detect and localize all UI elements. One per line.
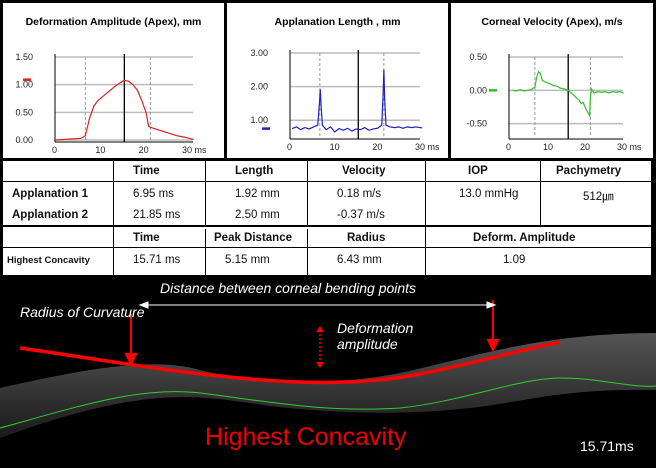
chart-svg: 0.00 0.50 1.00 1.50 0 10 20 30 ms (15, 52, 207, 155)
timestamp: 15.71ms (580, 438, 634, 454)
header-pachymetry: Pachymetry (556, 165, 622, 177)
arrow-radius (124, 314, 138, 367)
x-tick-label: 0 (52, 145, 57, 155)
x-tick-label: 10 (95, 145, 105, 155)
cell-time: 15.71 ms (133, 254, 181, 266)
x-tick-label: 0 (287, 142, 292, 152)
y-tick-label: -0.50 (466, 119, 487, 129)
row-label: Applanation 2 (12, 209, 89, 221)
header-radius: Radius (347, 232, 386, 244)
chart-title: Corneal Velocity (Apex), m/s (481, 16, 623, 28)
posterior-surface-line (0, 377, 656, 429)
deformation-label: Deformation amplitude (337, 320, 414, 352)
oct-image: Radius of Curvature Distance between cor… (0, 278, 656, 468)
cell-peak-distance: 5.15 mm (225, 254, 270, 266)
x-tick-label: 20 (580, 142, 590, 152)
radius-of-curvature-label: Radius of Curvature (20, 304, 145, 320)
row-label: Applanation 1 (12, 188, 89, 200)
chart-applanation-length: Applanation Length , mm 1.00 2.00 3.00 0 10 2… (227, 3, 448, 158)
y-tick-label: 3.00 (250, 48, 268, 58)
y-tick-label: 0.00 (469, 85, 487, 95)
header-iop: IOP (468, 165, 488, 177)
chart-title: Applanation Length , mm (274, 16, 401, 28)
y-tick-label: 2.00 (250, 82, 268, 92)
y-tick-label: 1.00 (250, 115, 268, 125)
y-tick-label: 0.50 (469, 52, 487, 62)
chart-corneal-velocity: Corneal Velocity (Apex), m/s -0.50 0.00 0.… (451, 3, 653, 158)
chart-title: Deformation Amplitude (Apex), mm (25, 16, 202, 28)
cell-amplitude: 1.09 (503, 254, 526, 266)
chart-svg: -0.50 0.00 0.50 0 10 20 30 ms (466, 52, 642, 152)
series-line (54, 79, 194, 141)
image-title: Highest Concavity (205, 423, 407, 451)
cell-pachymetry: 512㎛ (583, 191, 614, 203)
x-tick-label: 20 (372, 142, 382, 152)
series-line (291, 69, 423, 133)
results-table: Time Length Velocity IOP Pachymetry Appl… (3, 161, 651, 275)
anterior-surface-line (19, 340, 561, 385)
cell-time: 6.95 ms (133, 188, 174, 200)
cell-length: 1.92 mm (235, 188, 280, 200)
chart-svg: 1.00 2.00 3.00 0 10 20 30 ms (250, 48, 440, 152)
x-tick-label: 30 ms (182, 145, 207, 155)
y-tick-label: 1.00 (15, 80, 33, 90)
cell-radius: 6.43 mm (337, 254, 382, 266)
y-tick-label: 1.50 (15, 52, 33, 62)
arrow-distance (138, 301, 497, 309)
header-length: Length (235, 165, 274, 177)
header-time: Time (133, 165, 160, 177)
header-time: Time (133, 232, 160, 244)
cell-iop: 13.0 mmHg (459, 188, 519, 200)
y-tick-label: 0.00 (15, 135, 33, 145)
series-line (512, 70, 624, 118)
chart-deformation-amplitude: Deformation Amplitude (Apex), mm 0.00 0.5… (3, 3, 224, 158)
cell-length: 2.50 mm (235, 209, 280, 221)
cornea-scan (0, 300, 656, 438)
x-tick-label: 30 ms (415, 142, 440, 152)
header-deform-amplitude: Deform. Amplitude (473, 232, 576, 244)
distance-label: Distance between corneal bending points (160, 280, 417, 296)
row-label: Highest Concavity (7, 255, 90, 266)
x-tick-label: 20 (139, 145, 149, 155)
header-velocity: Velocity (342, 165, 386, 177)
arrow-bending-right (486, 300, 500, 353)
x-tick-label: 10 (543, 142, 553, 152)
x-tick-label: 30 ms (617, 142, 642, 152)
x-tick-label: 10 (330, 142, 340, 152)
cell-velocity: 0.18 m/s (337, 188, 382, 200)
header-peak-distance: Peak Distance (214, 232, 292, 244)
y-tick-label: 0.50 (15, 107, 33, 117)
x-tick-label: 0 (506, 142, 511, 152)
cell-time: 21.85 ms (133, 209, 181, 221)
cell-velocity: -0.37 m/s (337, 209, 385, 221)
